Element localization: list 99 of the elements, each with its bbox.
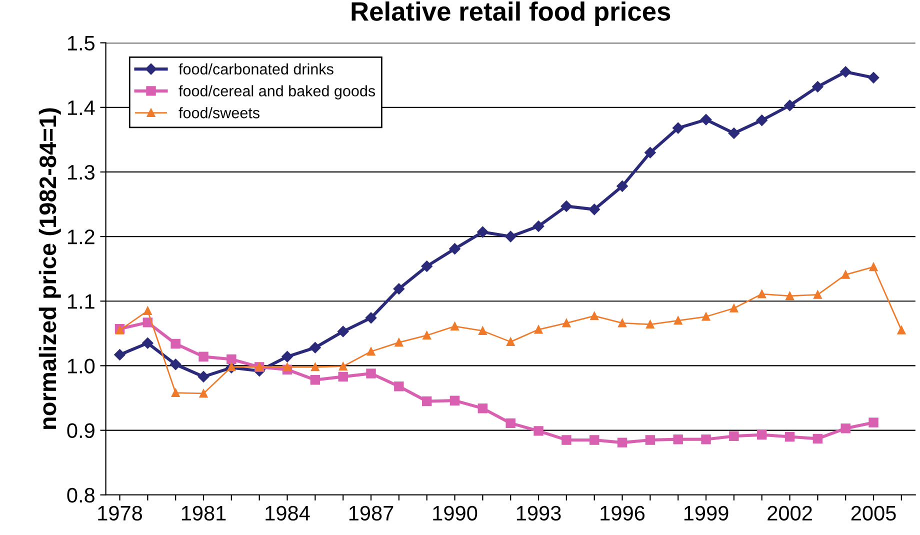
legend-label: food/carbonated drinks — [178, 63, 334, 75]
x-tick-label: 1987 — [349, 506, 394, 521]
point — [700, 114, 712, 126]
point — [283, 362, 292, 372]
point — [869, 262, 878, 272]
point — [534, 426, 544, 436]
chart-title: Relative retail food prices — [352, 1, 670, 26]
point — [282, 351, 293, 362]
point — [477, 226, 488, 238]
point — [144, 306, 152, 315]
point — [170, 338, 180, 349]
point — [756, 430, 767, 440]
point — [868, 418, 878, 428]
point — [730, 304, 738, 312]
point — [812, 434, 823, 444]
point — [393, 283, 405, 294]
point — [840, 423, 850, 434]
x-tick-label: 1993 — [516, 506, 561, 521]
x-tick-label: 1978 — [98, 506, 142, 521]
point — [199, 389, 208, 398]
x-tick-label: 1990 — [433, 506, 478, 521]
point — [449, 243, 460, 254]
point — [644, 146, 656, 158]
point — [562, 435, 572, 445]
x-tick-label: 1981 — [182, 506, 226, 521]
point — [171, 388, 180, 397]
point — [646, 320, 654, 329]
point — [784, 100, 796, 112]
y-tick-label: 1.2 — [68, 230, 94, 244]
y-tick-label: 1.4 — [68, 100, 95, 115]
point — [532, 220, 544, 232]
point — [506, 418, 516, 428]
point — [114, 349, 126, 360]
legend-label: food/sweets — [178, 107, 260, 118]
point — [756, 114, 768, 126]
x-tick-label: 2005 — [851, 506, 896, 521]
point — [366, 347, 376, 356]
point — [673, 434, 683, 444]
y-tick-label: 0.9 — [67, 423, 94, 438]
point — [701, 434, 711, 444]
point — [365, 312, 377, 324]
point — [422, 396, 432, 406]
point — [674, 316, 682, 325]
point — [310, 342, 321, 354]
point — [562, 318, 571, 328]
point — [588, 204, 600, 216]
point — [422, 331, 432, 340]
point — [366, 368, 376, 378]
y-tick-label: 0.8 — [67, 488, 94, 503]
x-tick-label: 1999 — [684, 506, 728, 521]
point — [618, 318, 626, 328]
point — [226, 354, 236, 364]
point — [840, 66, 852, 78]
point — [142, 338, 154, 349]
point — [338, 362, 348, 371]
point — [812, 81, 824, 92]
x-tick-label: 1996 — [600, 506, 645, 521]
point — [590, 312, 599, 320]
point — [617, 438, 628, 448]
legend-label: food/cereal and baked goods — [178, 85, 376, 100]
point — [534, 325, 543, 334]
point — [394, 382, 404, 392]
point — [758, 290, 766, 298]
x-tick-label: 2002 — [768, 506, 812, 521]
y-tick-label: 1.0 — [68, 358, 95, 374]
point — [450, 322, 459, 330]
point — [394, 338, 404, 347]
point — [784, 432, 795, 442]
point — [338, 372, 348, 382]
point — [560, 200, 572, 212]
point — [702, 312, 710, 321]
point — [170, 358, 182, 370]
point — [729, 431, 739, 441]
x-tick-label: 1984 — [266, 506, 310, 521]
y-axis-title: normalized price (1982-84=1) — [38, 108, 61, 430]
point — [311, 362, 320, 372]
point — [645, 435, 656, 445]
point — [478, 326, 487, 336]
point — [589, 435, 600, 445]
point — [478, 403, 488, 414]
point — [672, 122, 684, 134]
y-tick-label: 1.3 — [68, 164, 94, 180]
point — [198, 352, 208, 362]
point — [897, 326, 906, 334]
point — [841, 270, 850, 279]
point — [616, 180, 628, 192]
y-tick-label: 1.1 — [68, 294, 94, 309]
point — [450, 396, 460, 406]
point — [198, 371, 210, 382]
point — [421, 260, 432, 272]
point — [504, 230, 516, 242]
point — [728, 128, 740, 139]
point — [310, 375, 320, 385]
point — [337, 326, 349, 338]
point — [814, 290, 822, 299]
y-tick-label: 1.5 — [68, 36, 95, 51]
point — [506, 338, 515, 346]
point — [868, 72, 880, 84]
point — [786, 292, 794, 300]
